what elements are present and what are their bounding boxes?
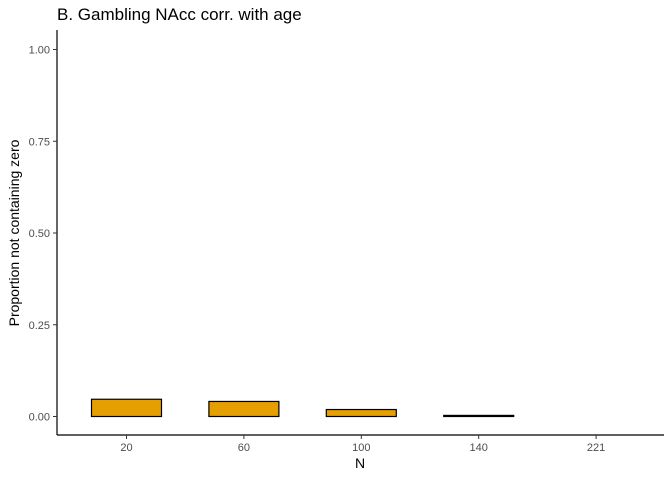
bar-60: [208, 400, 280, 418]
plot-area: 0.00 0.25 0.50 0.75 1.00 20 60 100 140 221: [29, 30, 664, 454]
x-tick-label: 140: [470, 442, 488, 454]
bars: [90, 398, 515, 418]
bar-100: [325, 408, 397, 418]
y-axis-title: Proportion not containing zero: [6, 139, 22, 326]
y-tick-label: 1.00: [29, 45, 50, 57]
x-axis-ticks: 20 60 100 140 221: [120, 435, 605, 454]
x-tick-label: 221: [587, 442, 605, 454]
y-axis-ticks: 0.00 0.25 0.50 0.75 1.00: [29, 45, 57, 424]
y-tick-label: 0.75: [29, 136, 50, 148]
x-axis-title: N: [355, 455, 365, 471]
bar-140: [443, 414, 515, 418]
x-tick-label: 20: [120, 442, 132, 454]
y-tick-label: 0.25: [29, 320, 50, 332]
y-tick-label: 0.00: [29, 412, 50, 424]
x-tick-label: 100: [352, 442, 370, 454]
bar-20: [90, 398, 163, 418]
y-tick-label: 0.50: [29, 228, 50, 240]
chart-title: B. Gambling NAcc corr. with age: [57, 5, 302, 24]
x-tick-label: 60: [238, 442, 250, 454]
